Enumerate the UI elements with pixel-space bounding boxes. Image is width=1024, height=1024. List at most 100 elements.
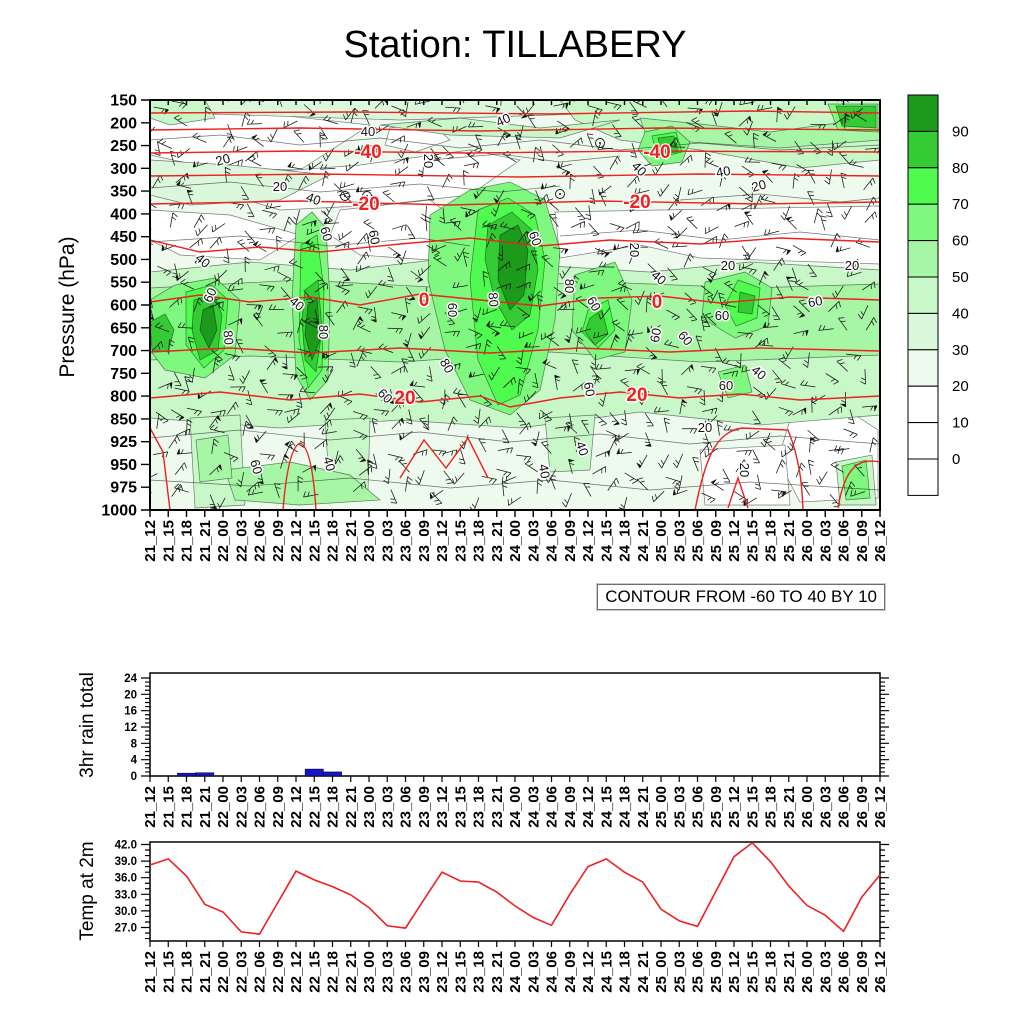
time-tick-label: 23_18 [471, 520, 488, 562]
time-tick-label: 25_18 [763, 786, 780, 828]
calm-wind-icon [344, 195, 346, 197]
time-tick-label: 24_06 [544, 951, 561, 993]
black-contour-label: 60 [647, 327, 664, 344]
rain-tick-label: 24 [124, 673, 137, 685]
colorbar-tick-label: 60 [952, 233, 969, 250]
time-tick-label: 23_12 [434, 786, 451, 828]
pressure-tick-label: 200 [110, 115, 137, 132]
colorbar-cell [907, 385, 939, 424]
colorbar-tick-label: 50 [952, 269, 969, 286]
time-tick-label: 23_09 [416, 786, 433, 828]
time-tick-label: 23_00 [361, 951, 378, 993]
time-tick-label: 22_03 [233, 786, 250, 828]
pressure-tick-label: 975 [110, 480, 137, 497]
time-tick-label: 21_12 [142, 786, 159, 828]
rain-bar [323, 771, 342, 777]
time-tick-label: 23_15 [452, 786, 469, 828]
colorbar-tick-label: 40 [952, 305, 969, 322]
time-tick-label: 23_00 [361, 786, 378, 828]
time-tick-label: 21_18 [179, 786, 196, 828]
pressure-tick-label: 800 [110, 389, 137, 406]
black-contour-label: 40 [320, 455, 338, 473]
rain-tick-label: 0 [131, 771, 137, 783]
time-tick-label: 22_15 [306, 520, 323, 562]
time-tick-label: 22_09 [270, 520, 287, 562]
black-contour-label: 40 [304, 189, 323, 208]
time-tick-label: 26_00 [799, 951, 816, 993]
calm-wind-icon [599, 142, 601, 144]
time-tick-label: 24_12 [580, 520, 597, 562]
pressure-tick-label: 950 [110, 457, 137, 474]
red-contour-label: 0 [652, 292, 663, 313]
colorbar-cell [907, 94, 939, 132]
time-tick-label: 22_21 [343, 786, 360, 828]
red-contour-label: -40 [354, 142, 381, 163]
pressure-tick-label: 750 [110, 366, 137, 383]
time-tick-label: 22_06 [252, 520, 269, 562]
black-contour-label: 40 [361, 124, 375, 139]
time-tick-label: 23_09 [416, 520, 433, 562]
black-contour-label: 80 [220, 330, 236, 346]
time-tick-label: 25_21 [781, 951, 798, 993]
time-tick-label: 22_21 [343, 520, 360, 562]
rain-tick-label: 12 [124, 722, 137, 734]
time-tick-label: 26_03 [817, 786, 834, 828]
colorbar-tick-label: 10 [952, 415, 969, 432]
time-tick-label: 24_00 [507, 520, 524, 562]
time-tick-label: 25_06 [690, 520, 707, 562]
time-tick-label: 24_18 [617, 786, 634, 828]
time-tick-label: 22_00 [215, 520, 232, 562]
calm-wind-icon [340, 191, 350, 201]
rain-tick-label: 20 [124, 689, 137, 701]
pressure-tick-label: 1000 [101, 503, 137, 520]
colorbar: 90 80 70 60 50 40 30 20 10 0 [907, 94, 969, 496]
time-tick-label: 21_18 [179, 520, 196, 562]
time-tick-label: 24_18 [617, 520, 634, 562]
time-tick-label: 24_12 [580, 786, 597, 828]
rain-tick-label: 8 [131, 738, 138, 750]
time-tick-label: 24_12 [580, 951, 597, 993]
red-contour-label: 20 [394, 388, 415, 409]
rain-bar [195, 772, 215, 777]
contour-range-note: CONTOUR FROM -60 TO 40 BY 10 [596, 583, 886, 611]
black-contour-label: 80 [316, 325, 331, 339]
time-tick-label: 26_00 [799, 786, 816, 828]
time-tick-label: 21_15 [160, 786, 177, 828]
pressure-tick-label: 300 [110, 161, 137, 178]
colorbar-cell [907, 167, 939, 205]
red-contour-label: -40 [643, 142, 670, 163]
time-tick-label: 24_21 [635, 520, 652, 562]
time-tick-label: 23_00 [361, 520, 378, 562]
wind-barbs [150, 100, 880, 510]
rain-tick-label: 4 [131, 755, 138, 767]
temp-panel: 27.030.033.036.039.042.021_12 21_15 21_18 2… [115, 840, 889, 993]
black-contour-label: 20 [214, 151, 232, 169]
temp-tick-label: 27.0 [115, 922, 137, 934]
time-tick-label: 22_09 [270, 786, 287, 828]
page-title: Station: TILLABERY [343, 24, 687, 66]
time-tick-label: 23_21 [489, 951, 506, 993]
time-tick-label: 22_12 [288, 786, 305, 828]
time-tick-label: 23_09 [416, 951, 433, 993]
time-tick-label: 23_03 [379, 951, 396, 993]
colorbar-cell [907, 203, 939, 242]
time-tick-label: 26_09 [854, 520, 871, 562]
time-tick-label: 25_09 [708, 951, 725, 993]
temperature-line [149, 841, 881, 935]
time-tick-label: 21_21 [197, 520, 214, 562]
time-tick-label: 23_15 [452, 951, 469, 993]
time-tick-label: 25_06 [690, 786, 707, 828]
time-tick-label: 25_15 [744, 786, 761, 828]
rain-tick-label: 16 [124, 706, 137, 718]
temp-tick-label: 30.0 [115, 906, 137, 918]
time-tick-label: 26_00 [799, 520, 816, 562]
black-contour-label: 20 [627, 243, 642, 257]
time-tick-label: 24_15 [598, 786, 615, 828]
black-contour-label: 60 [526, 229, 545, 248]
cross-section-panel [150, 100, 880, 510]
pressure-tick-label: 650 [110, 320, 137, 337]
black-contour-label: 80 [562, 279, 577, 293]
time-tick-label: 23_12 [434, 951, 451, 993]
cross-section-axes: 1502002503003504004505005506006507007508… [101, 93, 889, 562]
black-contour-label: 60 [807, 293, 824, 310]
